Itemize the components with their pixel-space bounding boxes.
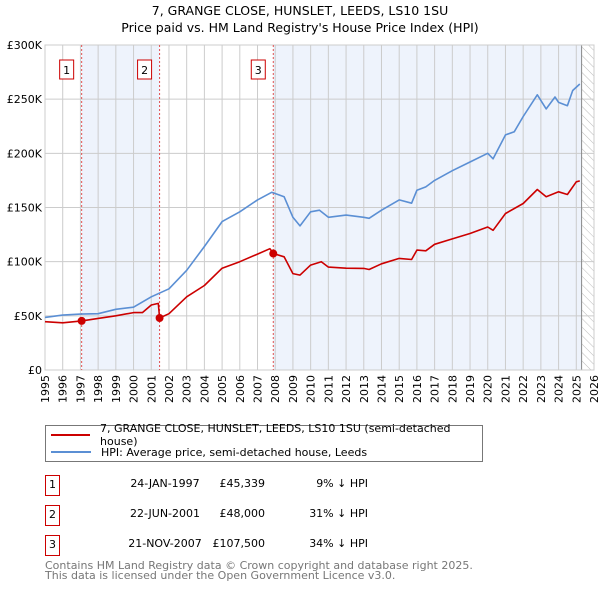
sale-marker-label: 1	[59, 59, 75, 80]
transaction-date: 21-NOV-2007	[128, 537, 202, 550]
x-tick-label: 2022	[517, 375, 530, 403]
x-tick-label: 2003	[181, 375, 194, 403]
x-tick-label: 2010	[305, 375, 318, 403]
x-tick-label: 1997	[74, 375, 87, 403]
x-tick-label: 2012	[340, 375, 353, 403]
y-tick-label: £50K	[14, 310, 43, 323]
x-tick-label: 2024	[553, 375, 566, 403]
chart-subtitle: Price paid vs. HM Land Registry's House …	[121, 20, 479, 35]
plot-border	[44, 44, 595, 371]
x-tick-label: 2007	[252, 375, 265, 403]
legend-swatch-property	[51, 434, 91, 436]
transaction-row: 3 21-NOV-2007 £107,500 34% ↓ HPI	[45, 535, 445, 556]
y-tick-label: £0	[28, 364, 42, 377]
x-tick-label: 2005	[216, 375, 229, 403]
sale-label-text: 1	[63, 64, 70, 77]
x-tick-label: 2018	[446, 375, 459, 403]
x-tick-label: 2016	[411, 375, 424, 403]
legend-swatch-hpi	[51, 451, 91, 453]
x-tick-label: 2008	[269, 375, 282, 403]
transaction-hpi-diff: 9% ↓ HPI	[316, 477, 368, 490]
y-tick-label: £150K	[7, 202, 43, 215]
x-tick-label: 2002	[163, 375, 176, 403]
x-tick-label: 1998	[92, 375, 105, 403]
x-tick-label: 2013	[358, 375, 371, 403]
transaction-date: 22-JUN-2001	[129, 507, 201, 520]
footer-licence: This data is licensed under the Open Gov…	[45, 569, 396, 582]
legend-label-property: 7, GRANGE CLOSE, HUNSLET, LEEDS, LS10 1S…	[100, 422, 451, 448]
legend: 7, GRANGE CLOSE, HUNSLET, LEEDS, LS10 1S…	[45, 422, 483, 462]
y-tick-label: £200K	[7, 147, 43, 160]
y-tick-label: £300K	[7, 39, 43, 52]
legend-item-hpi: HPI: Average price, semi-detached house,…	[46, 444, 367, 460]
x-tick-label: 2019	[464, 375, 477, 403]
x-tick-label: 2025	[570, 375, 583, 403]
x-tick-label: 2014	[375, 375, 388, 403]
sale-marker-label: 2	[137, 59, 153, 80]
legend-item-property: 7, GRANGE CLOSE, HUNSLET, LEEDS, LS10 1S…	[46, 422, 482, 448]
sale-point	[155, 314, 164, 322]
transaction-hpi-diff: 31% ↓ HPI	[309, 507, 368, 520]
x-tick-label: 2021	[499, 375, 512, 403]
sale-label-box	[137, 59, 153, 80]
transaction-number: 3	[45, 535, 60, 556]
x-tick-label: 2000	[128, 375, 141, 403]
footer-copyright: Contains HM Land Registry data © Crown c…	[45, 559, 473, 572]
legend-label-hpi: HPI: Average price, semi-detached house,…	[101, 445, 368, 459]
sale-marker-label: 3	[250, 59, 266, 80]
transaction-row: 2 22-JUN-2001 £48,000 31% ↓ HPI	[45, 505, 445, 526]
x-tick-label: 2001	[145, 375, 158, 403]
y-tick-label: £250K	[7, 93, 43, 106]
price-chart: 1995 1996 1997 1998 1999 2000 2001 2002 2003 2004…	[7, 39, 600, 403]
transaction-number: 1	[45, 475, 60, 496]
sale-label-box	[59, 59, 75, 80]
x-tick-label: 2004	[198, 375, 211, 403]
transaction-price: £48,000	[219, 507, 266, 520]
x-tick-label: 2017	[429, 375, 442, 403]
x-tick-label: 1999	[110, 375, 123, 403]
x-tick-label: 1995	[39, 375, 52, 403]
property-line	[44, 180, 580, 324]
x-tick-label: 2011	[322, 375, 335, 403]
sale-point	[269, 249, 278, 258]
transaction-number: 2	[45, 505, 60, 526]
sale-label-text: 2	[141, 64, 148, 77]
x-tick-label: 2020	[482, 375, 495, 403]
transaction-hpi-diff: 34% ↓ HPI	[309, 537, 368, 550]
transaction-row: 1 24-JAN-1997 £45,339 9% ↓ HPI	[45, 475, 445, 496]
hpi-line	[44, 83, 581, 319]
x-tick-label: 1996	[57, 375, 70, 403]
x-tick-label: 2023	[535, 375, 548, 403]
x-tick-label: 2015	[393, 375, 406, 403]
transaction-price: £107,500	[212, 537, 266, 550]
x-tick-label: 2009	[287, 375, 300, 403]
transaction-price: £45,339	[219, 477, 266, 490]
sale-point	[77, 316, 86, 325]
sale-label-text: 3	[255, 64, 262, 77]
x-tick-label: 2006	[234, 375, 247, 403]
transaction-date: 24-JAN-1997	[130, 477, 200, 490]
y-tick-label: £100K	[7, 256, 43, 269]
x-tick-label: 2026	[588, 375, 600, 403]
chart-title: 7, GRANGE CLOSE, HUNSLET, LEEDS, LS10 1S…	[151, 3, 449, 18]
sale-label-box	[250, 59, 266, 80]
